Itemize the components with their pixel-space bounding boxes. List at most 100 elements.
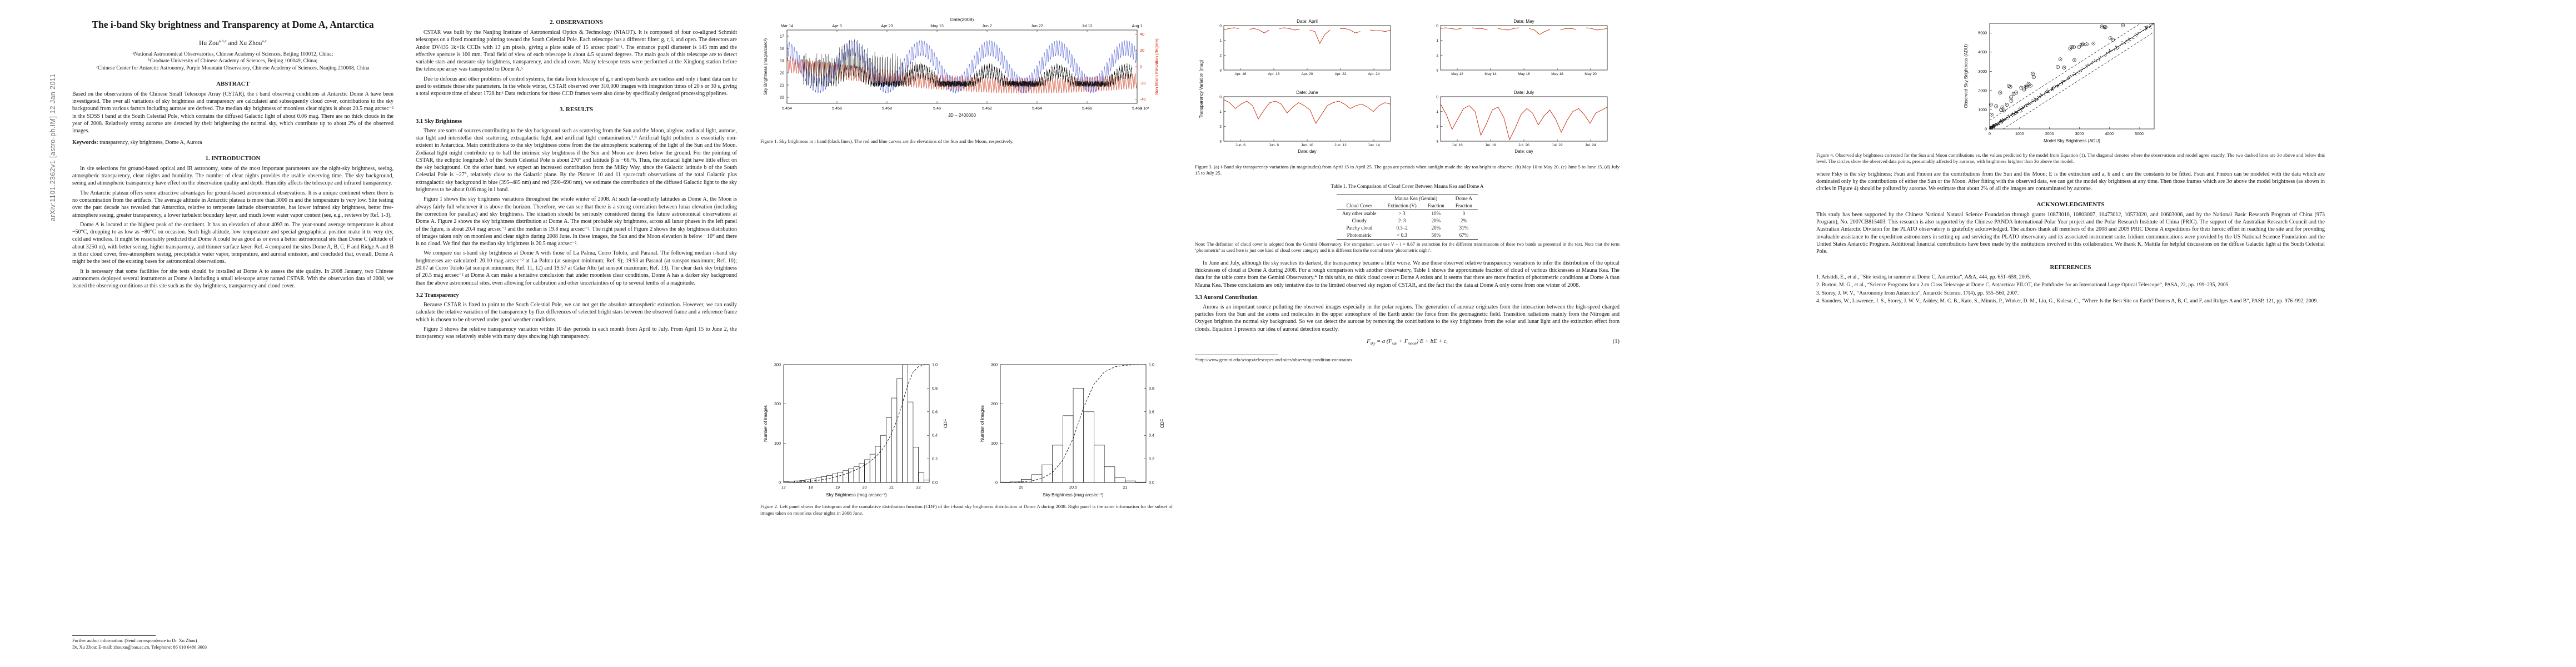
- svg-text:May 12: May 12: [1451, 72, 1463, 76]
- acknowledgments-text: This study has been supported by the Chi…: [1816, 211, 2325, 255]
- svg-text:Jul. 18: Jul. 18: [1485, 143, 1496, 147]
- svg-text:CDF: CDF: [1160, 419, 1165, 429]
- svg-text:3: 3: [1219, 140, 1222, 143]
- figure2-caption: Figure 2. Left panel shows the histogram…: [760, 504, 1173, 516]
- references-heading: REFERENCES: [2050, 263, 2091, 271]
- svg-text:2000: 2000: [1978, 89, 1987, 93]
- author-footnote: Further author information: (Send corres…: [72, 635, 393, 650]
- svg-text:3: 3: [1436, 68, 1438, 72]
- svg-text:0.6: 0.6: [1149, 410, 1154, 415]
- svg-text:0.0: 0.0: [932, 480, 938, 485]
- results-heading: 3. RESULTS: [559, 106, 594, 113]
- gemini-footnote-link[interactable]: *http://www.gemini.edu/sciops/telescopes…: [1195, 357, 1352, 363]
- figure3-transparency-chart: Date: April 0 1 2 3 Apr. 16 Apr. 18 Apr. 20 Apr.…: [1199, 19, 1608, 154]
- svg-text:Jul. 20: Jul. 20: [1518, 143, 1529, 147]
- svg-text:5000: 5000: [2135, 132, 2144, 136]
- transparency-heading: 3.2 Transparency: [416, 292, 459, 298]
- svg-text:0.6: 0.6: [932, 410, 938, 415]
- author-2-affil-marks: a,c: [262, 38, 267, 43]
- table1-title: Table 1. The Comparison of Cloud Cover B…: [1331, 183, 1484, 189]
- svg-text:1.0: 1.0: [1149, 362, 1154, 367]
- svg-text:20.5: 20.5: [1069, 485, 1077, 490]
- svg-text:19: 19: [780, 58, 784, 63]
- author-1-affil-marks: a,b,c: [218, 38, 227, 43]
- svg-text:May 13: May 13: [930, 23, 944, 28]
- svg-text:Date(2008): Date(2008): [950, 17, 974, 22]
- figure3-block: Date: April 0 1 2 3 Apr. 16 Apr. 18 Apr. 20 Apr.…: [1195, 13, 1620, 177]
- svg-text:0.4: 0.4: [932, 433, 938, 438]
- table-cell: 10%: [1431, 211, 1441, 217]
- table1-note: Note: The definition of cloud cover is a…: [1195, 241, 1620, 253]
- observations-paragraph: CSTAR was built by the Nanjing Institute…: [416, 29, 737, 73]
- aurora-heading: 3.3 Auroral Contribution: [1195, 294, 1258, 301]
- svg-text:Date: May: Date: May: [1513, 19, 1534, 24]
- svg-text:Jun. 10: Jun. 10: [1301, 143, 1313, 147]
- gemini-footnote: *http://www.gemini.edu/sciops/telescopes…: [1195, 355, 1620, 363]
- affiliation-line: ᵃNational Astronomical Observatories, Ch…: [132, 51, 333, 57]
- column-observations-results: 2. OBSERVATIONS CSTAR was built by the N…: [416, 0, 737, 342]
- svg-text:Sun Moon Elevation (degree): Sun Moon Elevation (degree): [1154, 38, 1159, 95]
- svg-text:18: 18: [780, 46, 784, 51]
- svg-text:Jul. 24: Jul. 24: [1585, 143, 1596, 147]
- column-figure4-references: 0 0 1000 1000 2000 2000 3000 3000 4000 4000 5000 50…: [1816, 0, 2325, 306]
- column-figure3-table: Date: April 0 1 2 3 Apr. 16 Apr. 18 Apr. 20 Apr.…: [1195, 0, 1620, 364]
- sky-brightness-paragraph: We compare our i-band sky brightness at …: [416, 250, 737, 286]
- reference-item: 1. Aristidi, E., et al., “Site testing i…: [1816, 273, 2031, 280]
- figure2-histogram-moonless-june: 20 20.5 21 0 100 200 300 0.0 0.2 0.4 0.6 0.8 1.0 Sky …: [980, 362, 1165, 498]
- footnote-rule: [72, 635, 156, 636]
- svg-text:17: 17: [780, 34, 784, 39]
- svg-text:Apr. 20: Apr. 20: [1302, 72, 1313, 76]
- svg-text:18: 18: [809, 485, 813, 490]
- svg-text:Jun. 12: Jun. 12: [1334, 143, 1347, 147]
- column-title-intro: The i-band Sky brightness and Transparen…: [72, 0, 393, 667]
- svg-text:Sky Brightness (mag/arcsec²): Sky Brightness (mag/arcsec²): [763, 38, 768, 95]
- svg-text:0: 0: [995, 480, 998, 485]
- table1-header: Fraction: [1455, 203, 1472, 209]
- svg-text:Transparency Variation (mag): Transparency Variation (mag): [1199, 59, 1204, 118]
- svg-text:Apr 23: Apr 23: [881, 23, 893, 28]
- table-cell: 67%: [1459, 232, 1469, 238]
- svg-text:Jul 12: Jul 12: [1082, 23, 1092, 28]
- svg-text:Apr. 24: Apr. 24: [1368, 72, 1380, 76]
- svg-text:20: 20: [780, 71, 784, 76]
- author-join: and: [226, 39, 240, 47]
- observations-paragraph: Due to defocus and other problems of con…: [416, 76, 737, 97]
- svg-text:CDF: CDF: [943, 419, 948, 429]
- svg-text:Date: day: Date: day: [1298, 149, 1316, 154]
- table1-group-header: [1337, 195, 1382, 202]
- svg-text:Apr. 16: Apr. 16: [1235, 72, 1247, 76]
- intro-paragraph: The Antarctic plateau offers some attrac…: [72, 190, 393, 218]
- svg-text:2: 2: [1219, 125, 1222, 129]
- table-cell: 20%: [1431, 218, 1441, 224]
- reference-item: 3. Storey, J. W. V., “Astronomy from Ant…: [1816, 290, 2019, 296]
- svg-text:0.8: 0.8: [1149, 386, 1154, 391]
- svg-text:20: 20: [863, 485, 867, 490]
- svg-text:5.462: 5.462: [982, 106, 992, 111]
- figure3-caption: Figure 3. (a) i-Band sky transparency va…: [1195, 164, 1620, 176]
- keywords-line: Keywords: transparency, sky brightness, …: [72, 139, 393, 146]
- observations-heading: 2. OBSERVATIONS: [550, 19, 603, 26]
- svg-text:Apr. 22: Apr. 22: [1335, 72, 1347, 76]
- keywords-label: Keywords:: [72, 140, 98, 146]
- column-figures-1-2: Date(2008) Mar 14 Apr 3 Apr 23 May 13 Jun 2 Ju…: [760, 0, 1173, 516]
- svg-text:0: 0: [1219, 24, 1222, 28]
- table1-group-header-row: Mauna Kea (Gemini) Dome A: [1337, 195, 1478, 202]
- table1-cloud-cover: Mauna Kea (Gemini) Dome A Cloud Cover Ex…: [1337, 195, 1478, 240]
- figure1-sky-brightness-chart: Date(2008) Mar 14 Apr 3 Apr 23 May 13 Jun 2 Ju…: [763, 17, 1159, 118]
- table-row: Photometric < 0.3 50% 67%: [1337, 232, 1478, 240]
- table-cell: 2–3: [1398, 218, 1406, 224]
- intro-paragraph: In site selections for ground-based opti…: [72, 165, 393, 187]
- svg-text:20: 20: [1019, 485, 1023, 490]
- svg-text:21: 21: [889, 485, 894, 490]
- svg-text:5.456: 5.456: [832, 106, 842, 111]
- author-email-link[interactable]: Dr. Xu Zhou: E-mail: zhouxu@bao.ac.cn, T…: [72, 644, 207, 650]
- table-cell: Any other usable: [1342, 211, 1377, 217]
- svg-text:Date: July: Date: July: [1514, 90, 1534, 95]
- keywords-text: transparency, sky brightness, Dome A, Au…: [99, 140, 202, 146]
- sky-brightness-paragraph: Figure 1 shows the sky brightness variat…: [416, 196, 737, 247]
- svg-text:1: 1: [1436, 110, 1438, 114]
- author-2: Xu Zhou: [239, 39, 262, 47]
- svg-text:100: 100: [991, 441, 998, 446]
- svg-text:1: 1: [1219, 39, 1222, 43]
- svg-text:200: 200: [774, 402, 781, 407]
